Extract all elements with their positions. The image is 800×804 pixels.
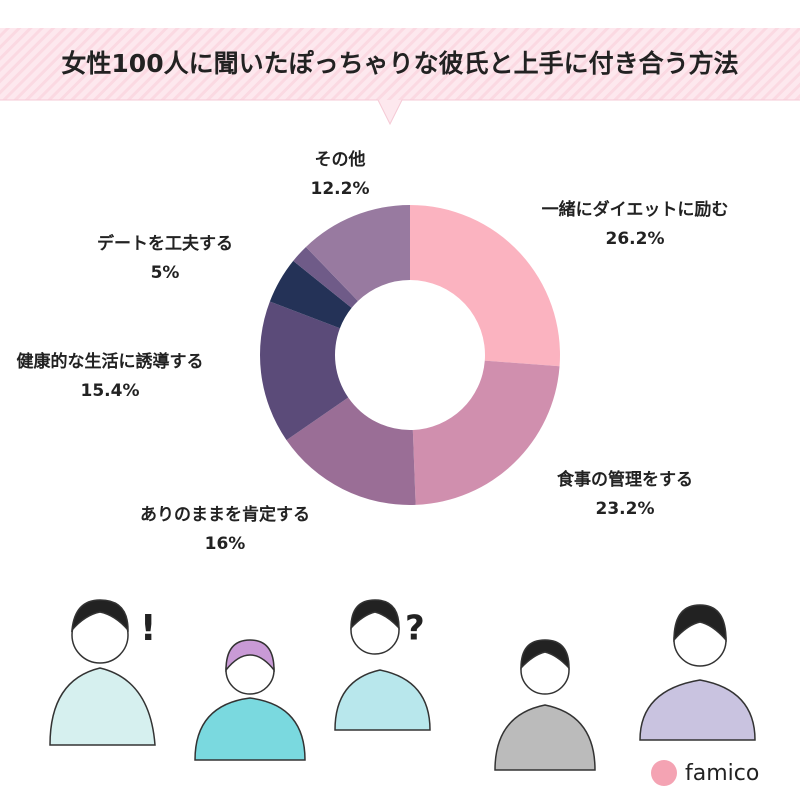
donut-slice <box>305 205 410 301</box>
donut-slice <box>293 246 358 308</box>
value-label: 16% <box>205 534 246 554</box>
slice-label: その他 <box>315 149 366 170</box>
slice-label: デートを工夫する <box>97 233 233 254</box>
logo: famico <box>685 761 759 786</box>
value-label: 15.4% <box>81 381 140 401</box>
donut-slice <box>286 397 416 506</box>
slice-label: 食事の管理をする <box>557 469 693 490</box>
title-banner <box>0 28 800 100</box>
donut-slice <box>410 205 560 367</box>
value-label: 12.2% <box>311 179 370 199</box>
donut-slice <box>412 360 560 505</box>
illustrations: ! ? <box>49 599 756 771</box>
svg-text:!: ! <box>140 608 156 649</box>
value-label: 23.2% <box>596 499 655 519</box>
donut-slice <box>260 301 349 441</box>
slice-label: ありのままを肯定する <box>140 504 310 525</box>
slice-label: 一緒にダイエットに励む <box>542 199 729 220</box>
value-label: 26.2% <box>606 229 665 249</box>
logo-icon <box>651 760 677 786</box>
banner-notch <box>377 99 403 126</box>
slice-label: 健康的な生活に誘導する <box>17 351 204 372</box>
value-label: 5% <box>151 263 180 283</box>
donut-slice <box>269 260 352 329</box>
chart-title: 女性100人に聞いたぽっちゃりな彼氏と上手に付き合う方法 <box>61 49 738 78</box>
svg-text:?: ? <box>405 609 425 649</box>
